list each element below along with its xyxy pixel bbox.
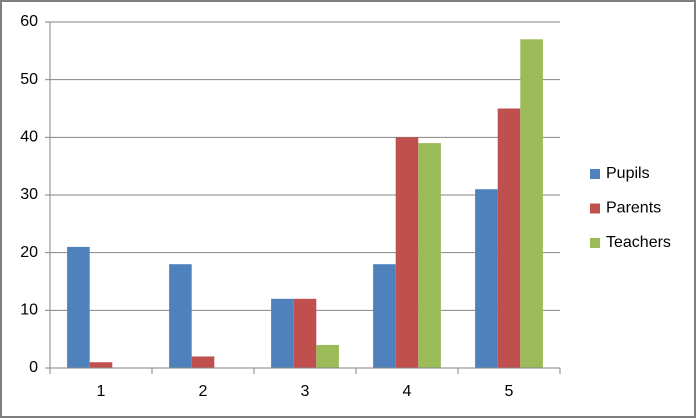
x-tick-label: 1	[97, 383, 106, 400]
bar	[497, 108, 521, 368]
legend-swatch	[590, 203, 600, 214]
legend-swatch	[590, 238, 600, 248]
bar	[293, 298, 317, 368]
bar	[418, 143, 441, 368]
x-tick-label: 3	[301, 383, 310, 400]
y-tick-label: 0	[29, 359, 38, 376]
x-tick-label: 4	[403, 383, 412, 400]
legend-swatch	[590, 169, 600, 179]
bar	[520, 39, 543, 369]
bar	[475, 189, 498, 368]
y-tick-label: 60	[20, 13, 38, 30]
bar	[67, 246, 90, 368]
y-tick-label: 10	[20, 302, 38, 319]
x-tick-label: 5	[505, 383, 514, 400]
y-tick-label: 50	[20, 71, 38, 88]
bar	[169, 264, 192, 368]
legend-label: Pupils	[606, 165, 650, 182]
bar	[191, 356, 215, 368]
bar	[89, 362, 113, 368]
bar	[395, 137, 419, 368]
legend-label: Teachers	[606, 234, 671, 251]
legend-label: Parents	[606, 200, 661, 217]
bar	[316, 344, 339, 368]
bar	[373, 264, 396, 368]
y-tick-label: 40	[20, 129, 38, 146]
x-tick-label: 2	[199, 383, 208, 400]
y-tick-label: 30	[20, 186, 38, 203]
bar	[271, 298, 294, 368]
y-tick-label: 20	[20, 244, 38, 261]
